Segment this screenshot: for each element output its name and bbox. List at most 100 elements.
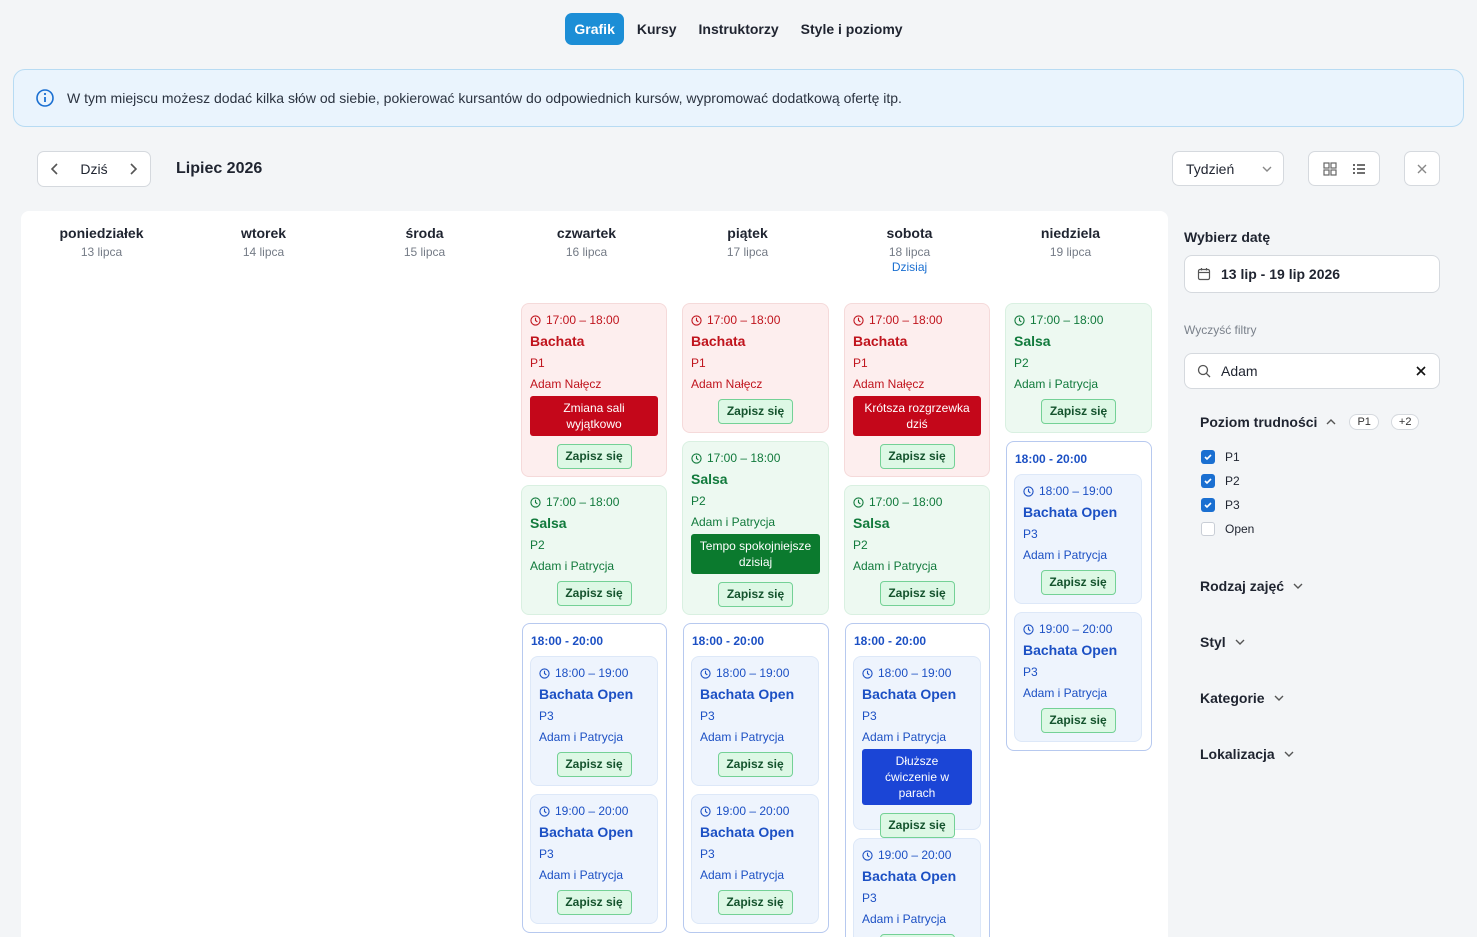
chevron-left-icon[interactable] bbox=[48, 162, 62, 176]
grid-view-icon[interactable] bbox=[1322, 161, 1338, 177]
day-header-sun: niedziela 19 lipca bbox=[1040, 225, 1101, 259]
info-icon bbox=[36, 89, 54, 107]
event-card[interactable]: 17:00 – 18:00 Salsa P2 Adam i Patrycja Z… bbox=[521, 485, 667, 615]
event-card[interactable]: 17:00 – 18:00 Bachata P1 Adam Nałęcz Zmi… bbox=[521, 303, 667, 477]
checkbox-p1[interactable]: P1 bbox=[1201, 450, 1240, 464]
search-input[interactable]: Adam bbox=[1221, 363, 1258, 379]
event-title: Bachata bbox=[691, 333, 746, 349]
group-time-range: 18:00 - 20:00 bbox=[1015, 452, 1088, 466]
event-card[interactable]: 18:00 – 19:00 Bachata Open P3 Adam i Pat… bbox=[691, 656, 819, 786]
event-card[interactable]: 19:00 – 20:00 Bachata Open P3 Adam i Pat… bbox=[853, 838, 981, 937]
event-title: Bachata Open bbox=[539, 824, 634, 840]
chevron-down-icon bbox=[1293, 583, 1303, 589]
checkbox-unchecked-icon bbox=[1201, 522, 1215, 536]
tab-instruktorzy[interactable]: Instruktorzy bbox=[698, 21, 779, 37]
event-title: Salsa bbox=[530, 515, 567, 531]
signup-button[interactable]: Zapisz się bbox=[879, 581, 955, 606]
event-card[interactable]: 17:00 – 18:00 Salsa P2 Adam i Patrycja Z… bbox=[844, 485, 990, 615]
event-instructor: Adam i Patrycja bbox=[700, 868, 785, 882]
view-toggle bbox=[1308, 151, 1380, 186]
event-card[interactable]: 19:00 – 20:00 Bachata Open P3 Adam i Pat… bbox=[1014, 612, 1142, 742]
date-range-field[interactable]: 13 lip - 19 lip 2026 bbox=[1184, 255, 1440, 293]
event-title: Bachata Open bbox=[862, 686, 957, 702]
event-card[interactable]: 18:00 – 19:00 Bachata Open P3 Adam i Pat… bbox=[1014, 474, 1142, 604]
event-level: P3 bbox=[700, 847, 715, 861]
clock-icon bbox=[691, 452, 702, 464]
event-level: P1 bbox=[530, 356, 545, 370]
event-card[interactable]: 18:00 – 19:00 Bachata Open P3 Adam i Pat… bbox=[530, 656, 658, 786]
clear-filters-link[interactable]: Wyczyść filtry bbox=[1184, 323, 1257, 337]
signup-button[interactable]: Zapisz się bbox=[879, 934, 955, 937]
search-icon bbox=[1197, 364, 1211, 378]
list-view-icon[interactable] bbox=[1351, 161, 1367, 177]
event-card[interactable]: 17:00 – 18:00 Salsa P2 Adam i Patrycja T… bbox=[682, 441, 829, 615]
event-instructor: Adam i Patrycja bbox=[539, 868, 624, 882]
signup-button[interactable]: Zapisz się bbox=[556, 581, 632, 606]
event-card[interactable]: 17:00 – 18:00 Bachata P1 Adam Nałęcz Zap… bbox=[682, 303, 829, 433]
event-title: Bachata Open bbox=[539, 686, 634, 702]
event-card[interactable]: 17:00 – 18:00 Salsa P2 Adam i Patrycja Z… bbox=[1005, 303, 1152, 433]
signup-button[interactable]: Zapisz się bbox=[1040, 708, 1116, 733]
checkbox-p2[interactable]: P2 bbox=[1201, 474, 1240, 488]
event-card[interactable]: 19:00 – 20:00 Bachata Open P3 Adam i Pat… bbox=[530, 794, 658, 924]
signup-button[interactable]: Zapisz się bbox=[718, 399, 793, 424]
filter-pill-more: +2 bbox=[1390, 414, 1420, 430]
group-time-range: 18:00 - 20:00 bbox=[692, 634, 765, 648]
signup-button[interactable]: Zapisz się bbox=[879, 444, 955, 469]
filter-style-header[interactable]: Styl bbox=[1200, 634, 1246, 650]
clock-icon bbox=[862, 849, 873, 861]
clock-icon bbox=[539, 667, 550, 679]
today-button[interactable]: Dziś bbox=[80, 161, 108, 177]
signup-button[interactable]: Zapisz się bbox=[879, 813, 955, 838]
checkbox-p3[interactable]: P3 bbox=[1201, 498, 1240, 512]
filter-type-header[interactable]: Rodzaj zajęć bbox=[1200, 578, 1304, 594]
event-title: Bachata Open bbox=[862, 868, 957, 884]
search-field[interactable]: Adam bbox=[1184, 353, 1440, 389]
signup-button[interactable]: Zapisz się bbox=[718, 582, 793, 607]
signup-button[interactable]: Zapisz się bbox=[556, 752, 632, 777]
clock-icon bbox=[530, 314, 541, 326]
month-title: Lipiec 2026 bbox=[176, 160, 263, 177]
top-nav: Grafik Kursy Instruktorzy Style i poziom… bbox=[0, 13, 1477, 45]
signup-button[interactable]: Zapisz się bbox=[717, 752, 793, 777]
event-level: P1 bbox=[691, 356, 706, 370]
checkbox-checked-icon bbox=[1201, 474, 1215, 488]
signup-button[interactable]: Zapisz się bbox=[556, 444, 632, 469]
view-range-select[interactable]: Tydzień bbox=[1172, 151, 1284, 186]
event-card[interactable]: 19:00 – 20:00 Bachata Open P3 Adam i Pat… bbox=[691, 794, 819, 924]
clock-icon bbox=[1014, 314, 1025, 326]
event-title: Bachata Open bbox=[700, 686, 795, 702]
clear-search-icon[interactable] bbox=[1415, 365, 1427, 377]
date-picker-title: Wybierz datę bbox=[1184, 229, 1271, 245]
checkbox-open[interactable]: Open bbox=[1201, 522, 1254, 536]
week-calendar: poniedziałek 13 lipca wtorek 14 lipca środ… bbox=[21, 211, 1168, 937]
event-card[interactable]: 18:00 – 19:00 Bachata Open P3 Adam i Pat… bbox=[853, 656, 981, 838]
event-level: P2 bbox=[691, 494, 706, 508]
info-banner: W tym miejscu możesz dodać kilka słów od… bbox=[13, 69, 1464, 127]
event-card[interactable]: 17:00 – 18:00 Bachata P1 Adam Nałęcz Kró… bbox=[844, 303, 990, 477]
event-instructor: Adam Nałęcz bbox=[691, 377, 763, 391]
clock-icon bbox=[700, 667, 711, 679]
day-header-sat: sobota 18 lipca Dzisiaj bbox=[829, 225, 990, 274]
group-time-range: 18:00 - 20:00 bbox=[531, 634, 604, 648]
clock-icon bbox=[862, 667, 873, 679]
filter-category-header[interactable]: Kategorie bbox=[1200, 690, 1285, 706]
signup-button[interactable]: Zapisz się bbox=[1040, 570, 1116, 595]
signup-button[interactable]: Zapisz się bbox=[1041, 399, 1116, 424]
filter-level-header[interactable]: Poziom trudności P1 +2 bbox=[1200, 414, 1420, 430]
signup-button[interactable]: Zapisz się bbox=[717, 890, 793, 915]
event-group: 18:00 - 20:00 18:00 – 19:00 Bachata Open… bbox=[683, 623, 829, 933]
event-title: Bachata Open bbox=[1023, 642, 1118, 658]
event-instructor: Adam i Patrycja bbox=[700, 730, 785, 744]
today-label: Dzisiaj bbox=[891, 260, 928, 274]
signup-button[interactable]: Zapisz się bbox=[556, 890, 632, 915]
filter-location-header[interactable]: Lokalizacja bbox=[1200, 746, 1295, 762]
event-instructor: Adam i Patrycja bbox=[862, 912, 947, 926]
close-button[interactable] bbox=[1404, 151, 1440, 186]
tab-grafik[interactable]: Grafik bbox=[565, 13, 624, 45]
event-instructor: Adam i Patrycja bbox=[1023, 548, 1108, 562]
event-instructor: Adam i Patrycja bbox=[1014, 377, 1099, 391]
tab-kursy[interactable]: Kursy bbox=[636, 21, 677, 37]
tab-style-i-poziomy[interactable]: Style i poziomy bbox=[800, 21, 903, 37]
chevron-right-icon[interactable] bbox=[126, 162, 140, 176]
